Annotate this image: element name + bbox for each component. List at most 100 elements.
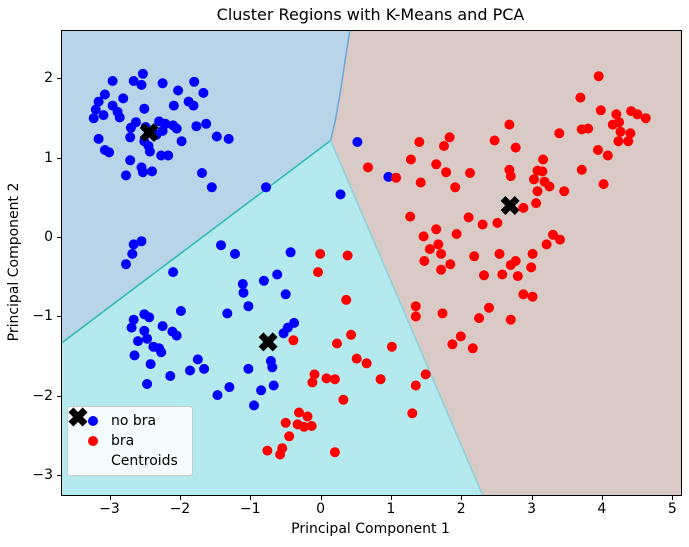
data-point-bra (262, 445, 273, 456)
data-point-no-bra (126, 322, 137, 333)
data-point-bra (532, 186, 543, 197)
bra-dot-icon (88, 436, 98, 446)
data-point-bra (405, 211, 416, 222)
data-point-no-bra (216, 240, 226, 251)
data-point-bra (477, 219, 488, 230)
legend-label-bra: bra (111, 433, 135, 449)
data-point-no-bra (188, 100, 199, 111)
data-point-bra (346, 329, 357, 340)
data-point-no-bra (163, 150, 174, 161)
data-point-bra (640, 113, 651, 124)
x-tick-label: 2 (456, 501, 466, 517)
y-tick (57, 157, 61, 159)
y-tick (57, 316, 61, 318)
boundary-blue-cyan (62, 139, 332, 344)
x-tick (179, 496, 181, 500)
y-tick-label: 0 (44, 229, 53, 245)
data-point-no-bra (104, 147, 115, 158)
no-bra-dot-icon (88, 416, 98, 426)
data-point-bra (505, 171, 516, 182)
data-point-no-bra (145, 359, 156, 370)
data-point-no-bra (136, 236, 147, 247)
data-point-bra (559, 186, 570, 197)
data-point-bra (414, 137, 425, 147)
y-tick-label: −1 (32, 308, 53, 325)
data-point-no-bra (243, 363, 254, 374)
data-point-no-bra (114, 112, 125, 123)
data-point-bra (410, 380, 421, 391)
data-point-bra (313, 267, 323, 278)
data-point-bra (431, 224, 442, 235)
data-point-bra (554, 128, 565, 139)
data-point-bra (531, 198, 542, 209)
data-point-bra (420, 369, 431, 380)
data-point-no-bra (191, 121, 202, 132)
data-point-bra (363, 162, 373, 173)
data-point-no-bra (352, 137, 363, 147)
data-point-no-bra (222, 308, 233, 319)
data-point-no-bra (157, 78, 168, 89)
data-point-no-bra (107, 76, 118, 86)
data-point-no-bra (168, 100, 179, 111)
data-point-bra (444, 132, 455, 143)
data-point-no-bra (173, 85, 184, 96)
data-point-bra (410, 311, 421, 322)
data-point-no-bra (189, 76, 200, 87)
data-point-no-bra (128, 314, 139, 325)
data-point-bra (410, 301, 421, 312)
data-point-no-bra (156, 150, 167, 161)
data-point-no-bra (128, 239, 139, 250)
data-point-no-bra (137, 167, 148, 178)
data-point-bra (576, 164, 587, 175)
y-tick (57, 395, 61, 397)
data-point-bra (280, 417, 291, 428)
data-point-bra (593, 145, 603, 155)
data-point-bra (512, 271, 523, 282)
data-point-no-bra (142, 333, 153, 344)
data-point-bra (575, 92, 586, 103)
data-point-bra (405, 154, 416, 165)
data-point-bra (497, 269, 508, 280)
legend-item-bra: bra (75, 432, 178, 450)
data-point-bra (505, 314, 516, 325)
data-point-bra (407, 408, 418, 419)
x-tick-label: 1 (386, 501, 396, 517)
data-point-bra (538, 154, 549, 165)
legend: no bra bra (67, 406, 193, 476)
data-point-no-bra (176, 136, 187, 147)
data-point-no-bra (121, 259, 131, 270)
legend-label-centroids: Centroids (111, 453, 178, 469)
data-point-no-bra (223, 133, 234, 144)
x-tick (601, 496, 603, 500)
data-point-bra (451, 229, 462, 239)
data-point-bra (615, 126, 626, 137)
data-point-no-bra (165, 371, 176, 381)
data-point-bra (415, 177, 426, 188)
x-tick-label: 4 (597, 501, 607, 517)
x-tick-label: 3 (527, 501, 537, 517)
data-point-bra (492, 217, 503, 228)
data-point-no-bra (139, 325, 150, 336)
x-tick (390, 496, 392, 500)
data-point-bra (288, 335, 299, 346)
centroid-x-marker (500, 196, 520, 215)
centroid-x-marker (139, 123, 159, 142)
data-point-bra (441, 167, 452, 178)
data-point-bra (437, 308, 448, 319)
data-point-no-bra (171, 330, 182, 341)
data-point-no-bra (125, 155, 136, 166)
data-point-no-bra (185, 365, 195, 376)
data-point-no-bra (90, 104, 101, 115)
data-point-no-bra (335, 189, 346, 200)
data-point-no-bra (137, 68, 148, 79)
data-point-bra (463, 212, 474, 223)
data-point-bra (467, 343, 478, 354)
legend-label-no-bra: no bra (111, 413, 157, 429)
data-point-no-bra (211, 131, 222, 142)
data-point-bra (504, 119, 515, 130)
data-point-no-bra (224, 382, 235, 393)
data-point-no-bra (278, 328, 289, 339)
data-point-bra (465, 168, 475, 178)
data-point-bra (307, 377, 318, 388)
data-point-bra (541, 239, 552, 250)
